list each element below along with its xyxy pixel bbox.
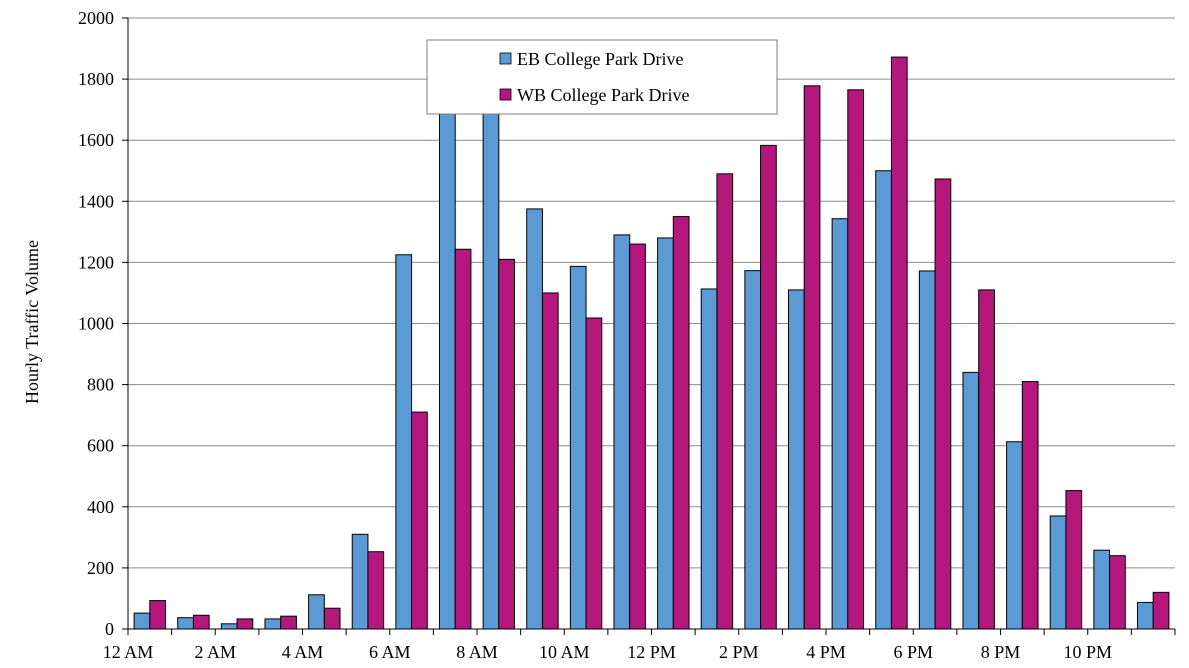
bar-wb-6 (411, 411, 428, 630)
bar-wb-9 (541, 292, 559, 630)
bar-eb-22 (1093, 549, 1111, 630)
x-tick-label: 4 PM (806, 642, 846, 662)
bar-wb-17 (890, 56, 908, 630)
bar-wb-16 (847, 89, 865, 630)
x-tick-label: 10 PM (1063, 642, 1112, 662)
x-tick-label: 2 PM (719, 642, 759, 662)
y-tick-label: 1200 (78, 252, 114, 272)
bar-wb-20 (1021, 381, 1039, 630)
bar-eb-14 (744, 270, 762, 630)
bar-eb-6 (395, 254, 413, 630)
bar-eb-0 (133, 612, 151, 630)
bar-eb-12 (657, 237, 674, 630)
bar-wb-8 (498, 258, 516, 630)
bar-wb-19 (978, 289, 995, 630)
bar-wb-7 (454, 248, 472, 630)
bar-eb-13 (700, 288, 718, 630)
bar-wb-12 (672, 216, 690, 630)
y-tick-label: 400 (87, 497, 114, 517)
x-tick-label: 8 AM (456, 642, 498, 662)
x-tick-label: 12 PM (627, 642, 676, 662)
y-tick-label: 1400 (78, 191, 114, 211)
x-tick-label: 2 AM (194, 642, 236, 662)
x-tick-label: 6 AM (369, 642, 411, 662)
y-axis-title: Hourly Traffic Volume (22, 240, 42, 404)
y-tick-label: 2000 (78, 8, 114, 28)
y-tick-label: 200 (87, 558, 114, 578)
bar-wb-3 (280, 615, 297, 630)
bar-wb-11 (629, 243, 646, 630)
bar-eb-7 (438, 48, 456, 630)
bar-eb-20 (1006, 441, 1023, 630)
bar-wb-21 (1065, 490, 1083, 630)
bar-eb-21 (1049, 515, 1067, 630)
bar-eb-15 (787, 289, 805, 630)
legend-box (426, 39, 778, 115)
bar-eb-9 (526, 208, 543, 630)
y-tick-label: 1800 (78, 69, 114, 89)
x-tick-label: 10 AM (539, 642, 590, 662)
bar-wb-13 (716, 173, 734, 630)
bar-wb-5 (367, 551, 385, 630)
bar-eb-23 (1136, 601, 1154, 630)
bar-wb-0 (149, 600, 167, 630)
bar-wb-14 (760, 144, 777, 630)
bar-eb-18 (918, 270, 936, 630)
x-tick-label: 8 PM (981, 642, 1021, 662)
bar-eb-11 (613, 234, 631, 630)
y-tick-label: 800 (87, 375, 114, 395)
legend-label-wb: WB College Park Drive (517, 85, 689, 105)
bar-eb-10 (569, 265, 587, 630)
legend-swatch-eb (499, 52, 512, 65)
x-tick-label: 12 AM (103, 642, 154, 662)
bar-wb-2 (236, 618, 254, 630)
bar-eb-5 (351, 533, 369, 630)
bar-eb-17 (875, 170, 892, 630)
bar-eb-2 (220, 623, 238, 630)
y-tick-label: 600 (87, 436, 114, 456)
bar-eb-4 (308, 594, 325, 630)
legend: EB College Park Drive WB College Park Dr… (426, 39, 778, 115)
x-tick-label: 6 PM (893, 642, 933, 662)
bar-wb-22 (1109, 555, 1126, 630)
axes (127, 18, 1176, 635)
bar-wb-15 (803, 85, 821, 630)
bar-eb-8 (482, 48, 500, 630)
legend-label-eb: EB College Park Drive (517, 49, 683, 69)
bar-wb-10 (585, 317, 603, 630)
bar-eb-16 (831, 218, 849, 630)
bar-wb-1 (192, 614, 210, 630)
y-tick-label: 1000 (78, 314, 114, 334)
bar-eb-3 (264, 618, 282, 630)
x-tick-label: 4 AM (282, 642, 324, 662)
bar-wb-18 (934, 178, 952, 630)
legend-swatch-wb (499, 88, 512, 101)
bar-wb-23 (1152, 591, 1170, 630)
bars (133, 48, 1170, 630)
y-tick-labels: 0 200 400 600 800 1000 1200 1400 1600 1800 2000 (78, 8, 114, 639)
bar-eb-19 (962, 371, 980, 630)
y-tick-label: 1600 (78, 130, 114, 150)
bar-wb-4 (323, 607, 341, 630)
y-tick-label: 0 (105, 619, 114, 639)
x-tick-labels: 12 AM 2 AM 4 AM 6 AM 8 AM 10 AM 12 PM 2 PM 4 PM 6… (103, 642, 1112, 662)
bar-eb-1 (177, 617, 194, 630)
